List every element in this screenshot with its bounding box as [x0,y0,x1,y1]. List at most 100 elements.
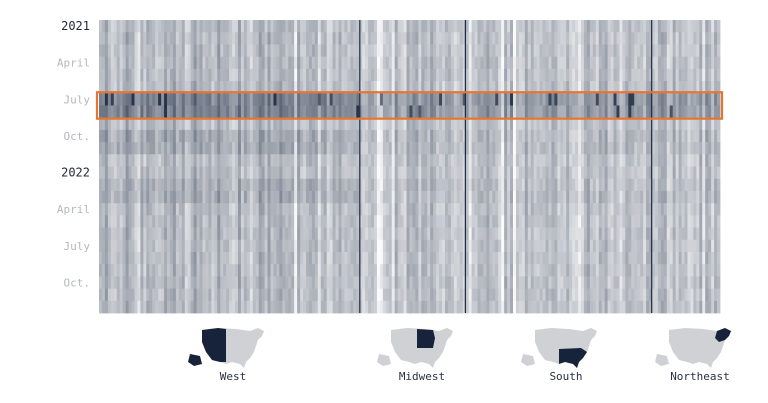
heatmap-cell [374,81,378,94]
heatmap-cell [412,56,416,70]
heatmap-cell [362,20,366,33]
heatmap-cell [220,239,224,253]
heatmap-cell [208,32,212,45]
heatmap-cell [220,105,224,119]
heatmap-cell [288,166,292,180]
heatmap-cell [288,190,292,204]
heatmap-cell [382,227,387,241]
heatmap-cell [303,81,307,94]
heatmap-cell [273,32,277,45]
heatmap-cell [468,227,472,241]
heatmap-cell [152,251,156,265]
heatmap-cell [462,56,467,70]
heatmap-cell [548,154,552,167]
heatmap-cell [542,44,546,58]
heatmap-cell [232,20,236,33]
heatmap-cell [158,117,162,131]
heatmap-cell [365,93,369,106]
heatmap-cell [169,300,174,314]
heatmap-cell [530,154,535,167]
heatmap-cell [320,56,325,70]
heatmap-cell [131,264,135,277]
heatmap-cell [684,288,688,302]
heatmap-cell [711,178,715,192]
heatmap-cell [654,117,659,131]
heatmap-cell [708,117,712,131]
heatmap-cell [492,129,496,143]
heatmap-cell [190,215,195,228]
heatmap-cell [335,276,339,289]
heatmap-cell [190,68,195,82]
heatmap-cell [708,251,712,265]
heatmap-cell [371,215,375,228]
heatmap-cell [128,93,132,106]
heatmap-cell [382,178,387,192]
heatmap-cell [237,129,242,143]
heatmap-cell [311,264,316,277]
heatmap-cell [229,264,233,277]
heatmap-cell [113,81,118,94]
heatmap-cell [427,215,431,228]
heatmap-cell [430,142,434,155]
heatmap-cell [436,117,440,131]
heatmap-cell [406,227,410,241]
heatmap-cell [663,81,668,94]
heatmap-cell [362,227,366,241]
heatmap-cell [196,264,200,277]
heatmap-cell [666,129,671,143]
heatmap-cell [554,81,558,94]
heatmap-cell [554,93,558,106]
heatmap-cell [518,203,523,216]
heatmap-cell [140,105,144,119]
heatmap-cell [270,239,274,253]
heatmap-cell [161,264,165,277]
heatmap-cell [649,93,653,106]
heatmap-cell [616,276,620,289]
heatmap-cell [542,56,546,70]
heatmap-cell [492,251,496,265]
heatmap-cell [468,117,472,131]
heatmap-cell [232,56,236,70]
heatmap-cell [699,154,703,167]
heatmap-cell [495,32,499,45]
heatmap-cell [223,264,227,277]
heatmap-cell [149,227,153,241]
heatmap-cell [660,68,665,82]
heatmap-cell [601,264,606,277]
heatmap-cell [681,154,685,167]
heatmap-cell [613,81,617,94]
heatmap-cell [379,154,384,167]
heatmap-cell [569,81,573,94]
heatmap-cell [276,300,280,314]
heatmap-cell [459,44,464,58]
heatmap-cell [131,166,135,180]
heatmap-cell [483,44,487,58]
heatmap-cell [267,32,271,45]
heatmap-cell [140,129,144,143]
heatmap-cell [178,288,183,302]
heatmap-cell [598,154,603,167]
heatmap-cell [575,117,579,131]
heatmap-cell [217,288,221,302]
heatmap-cell [548,44,552,58]
heatmap-cell [447,300,452,314]
heatmap-cell [711,129,715,143]
heatmap-cell [598,93,603,106]
heatmap-cell [131,154,135,167]
heatmap-cell [672,276,677,289]
heatmap-cell [362,105,366,119]
heatmap-cell [134,178,138,192]
heatmap-cell [291,276,295,289]
heatmap-cell [397,117,402,131]
heatmap-cell [601,215,606,228]
heatmap-cell [344,251,348,265]
heatmap-cell [359,178,363,192]
heatmap-cell [708,93,712,106]
heatmap-cell [308,81,313,94]
heatmap-cell [462,227,467,241]
heatmap-cell [678,300,682,314]
heatmap-cell [539,129,543,143]
heatmap-cell [501,32,505,45]
heatmap-cell [616,251,620,265]
heatmap-cell [640,203,644,216]
